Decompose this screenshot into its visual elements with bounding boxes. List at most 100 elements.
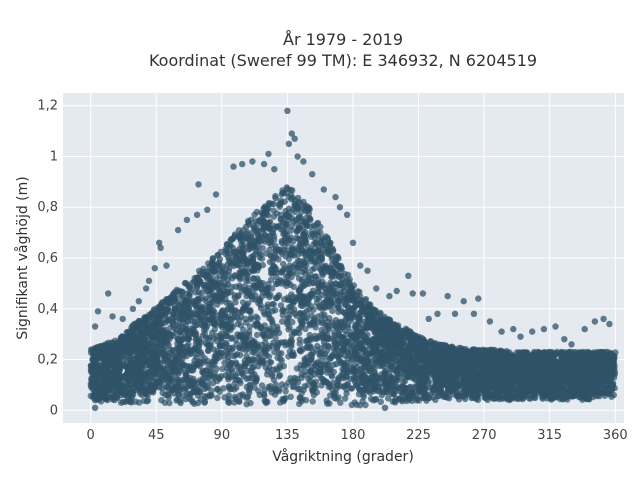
data-point — [244, 393, 252, 400]
data-point — [377, 398, 384, 405]
data-point — [335, 356, 343, 364]
data-point — [291, 201, 298, 209]
data-point — [253, 331, 261, 339]
data-point — [385, 395, 392, 402]
data-point — [324, 360, 331, 367]
data-point — [192, 289, 199, 296]
data-point — [278, 350, 285, 357]
data-point — [170, 324, 178, 331]
data-point — [302, 325, 309, 333]
data-point — [330, 361, 337, 368]
data-point — [247, 399, 254, 407]
data-point — [233, 384, 240, 391]
data-point — [273, 265, 280, 273]
data-point — [243, 277, 250, 284]
data-point — [164, 391, 172, 399]
data-point — [228, 334, 236, 341]
data-point — [344, 348, 352, 355]
data-point — [326, 315, 333, 322]
data-point — [282, 388, 289, 395]
data-point — [197, 304, 204, 311]
data-point — [277, 399, 284, 406]
data-point — [226, 272, 233, 279]
data-point — [318, 382, 325, 389]
data-point — [300, 198, 307, 206]
data-point — [231, 272, 239, 279]
data-point — [240, 326, 247, 333]
data-point — [159, 389, 166, 397]
data-point — [281, 247, 288, 254]
data-point — [270, 200, 278, 208]
data-point — [178, 365, 186, 372]
data-point — [295, 329, 303, 337]
data-point — [306, 206, 313, 213]
chart-title-line1: År 1979 - 2019 — [283, 30, 403, 49]
data-point — [321, 350, 329, 358]
data-point — [186, 350, 194, 357]
data-point — [272, 334, 279, 342]
data-point — [266, 258, 274, 266]
data-point — [312, 235, 319, 242]
data-point — [329, 307, 336, 315]
data-point — [236, 282, 243, 289]
data-point — [214, 394, 221, 402]
data-point — [291, 374, 298, 382]
data-point — [267, 385, 274, 392]
data-point — [172, 358, 179, 366]
data-point — [268, 276, 275, 283]
data-point — [198, 379, 205, 386]
data-point — [326, 325, 333, 333]
data-point — [186, 284, 194, 291]
data-point — [267, 332, 274, 339]
data-point — [288, 223, 295, 230]
data-point — [201, 398, 209, 406]
data-point — [251, 349, 258, 356]
data-point — [173, 397, 180, 404]
data-point — [280, 362, 287, 370]
data-point — [192, 331, 199, 338]
data-point — [295, 235, 302, 242]
data-point — [356, 402, 364, 409]
data-points — [87, 107, 619, 411]
data-point — [277, 339, 284, 346]
data-point — [282, 383, 289, 390]
data-point — [337, 399, 344, 406]
data-point — [237, 379, 244, 387]
chart-title-line2: Koordinat (Sweref 99 TM): E 346932, N 62… — [149, 51, 537, 70]
data-point — [288, 336, 295, 343]
data-point — [344, 302, 352, 310]
data-point — [266, 359, 273, 366]
data-point — [281, 230, 288, 237]
data-point — [273, 223, 280, 231]
data-point — [309, 398, 316, 405]
data-point — [210, 374, 218, 381]
data-point — [279, 267, 286, 275]
data-point — [225, 392, 232, 399]
data-point — [123, 329, 130, 336]
data-point — [609, 379, 617, 387]
data-point — [178, 288, 186, 296]
data-point — [287, 393, 294, 400]
data-point — [319, 305, 326, 312]
data-point — [302, 253, 310, 260]
data-point — [305, 336, 312, 343]
data-point — [158, 384, 166, 392]
data-point — [343, 390, 350, 397]
data-point — [279, 318, 286, 325]
data-point — [236, 344, 243, 351]
data-point — [144, 397, 152, 404]
data-point — [407, 383, 414, 391]
data-point — [276, 372, 284, 379]
data-point — [274, 326, 281, 333]
data-point — [263, 285, 271, 292]
data-point — [268, 266, 275, 274]
data-point — [247, 316, 255, 323]
data-point — [278, 357, 285, 364]
data-point — [280, 260, 287, 268]
data-point — [235, 309, 243, 316]
data-point — [165, 342, 172, 349]
data-point — [234, 331, 241, 338]
data-point — [337, 333, 345, 340]
data-point — [285, 326, 292, 333]
